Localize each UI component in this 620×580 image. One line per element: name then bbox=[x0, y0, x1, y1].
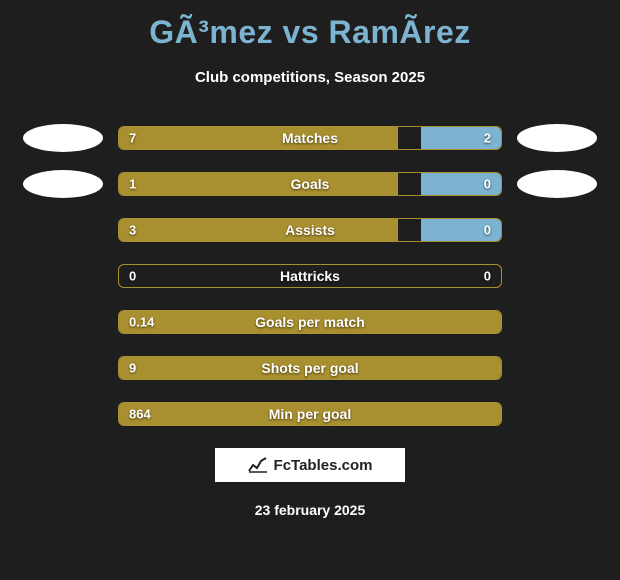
stat-label: Goals bbox=[291, 176, 330, 192]
stat-bar: 7 2 Matches bbox=[118, 126, 502, 150]
stat-bar: 0.14 Goals per match bbox=[118, 310, 502, 334]
stat-row: 1 0 Goals bbox=[8, 172, 612, 196]
stat-row: 9 Shots per goal bbox=[8, 356, 612, 380]
team-left-logo-slot bbox=[8, 170, 118, 198]
stat-bar: 864 Min per goal bbox=[118, 402, 502, 426]
team-left-logo-slot bbox=[8, 124, 118, 152]
stat-row: 0.14 Goals per match bbox=[8, 310, 612, 334]
stat-right-value: 0 bbox=[484, 269, 491, 284]
stat-bar: 9 Shots per goal bbox=[118, 356, 502, 380]
stat-label: Assists bbox=[285, 222, 335, 238]
stat-label: Goals per match bbox=[255, 314, 365, 330]
stat-bar: 0 0 Hattricks bbox=[118, 264, 502, 288]
date-text: 23 february 2025 bbox=[0, 502, 620, 518]
page-title: GÃ³mez vs RamÃ­rez bbox=[0, 0, 620, 51]
stat-right-value: 0 bbox=[484, 223, 491, 238]
stat-label: Shots per goal bbox=[261, 360, 358, 376]
stat-right-value: 0 bbox=[484, 177, 491, 192]
stat-left-value: 9 bbox=[129, 361, 136, 376]
stat-left-value: 7 bbox=[129, 131, 136, 146]
fctables-logo-icon bbox=[248, 457, 268, 473]
stat-right-value: 2 bbox=[484, 131, 491, 146]
stat-left-value: 0 bbox=[129, 269, 136, 284]
subtitle: Club competitions, Season 2025 bbox=[0, 69, 620, 86]
bar-left-fill bbox=[119, 219, 398, 241]
comparison-chart: 7 2 Matches 1 0 Goals 3 0 Assists 0 0 Hattricks 0.14… bbox=[0, 126, 620, 426]
stat-bar: 1 0 Goals bbox=[118, 172, 502, 196]
stat-row: 7 2 Matches bbox=[8, 126, 612, 150]
stat-label: Hattricks bbox=[280, 268, 340, 284]
bar-left-fill bbox=[119, 127, 398, 149]
team-left-logo bbox=[23, 170, 103, 198]
stat-row: 864 Min per goal bbox=[8, 402, 612, 426]
stat-label: Matches bbox=[282, 130, 338, 146]
team-right-logo bbox=[517, 170, 597, 198]
stat-bar: 3 0 Assists bbox=[118, 218, 502, 242]
stat-row: 0 0 Hattricks bbox=[8, 264, 612, 288]
team-right-logo-slot bbox=[502, 124, 612, 152]
team-right-logo-slot bbox=[502, 170, 612, 198]
branding-badge: FcTables.com bbox=[215, 448, 405, 482]
branding-text: FcTables.com bbox=[274, 457, 373, 474]
stat-left-value: 864 bbox=[129, 407, 151, 422]
team-right-logo bbox=[517, 124, 597, 152]
bar-left-fill bbox=[119, 173, 398, 195]
stat-row: 3 0 Assists bbox=[8, 218, 612, 242]
team-left-logo bbox=[23, 124, 103, 152]
stat-left-value: 3 bbox=[129, 223, 136, 238]
stat-left-value: 1 bbox=[129, 177, 136, 192]
stat-label: Min per goal bbox=[269, 406, 351, 422]
stat-left-value: 0.14 bbox=[129, 315, 154, 330]
